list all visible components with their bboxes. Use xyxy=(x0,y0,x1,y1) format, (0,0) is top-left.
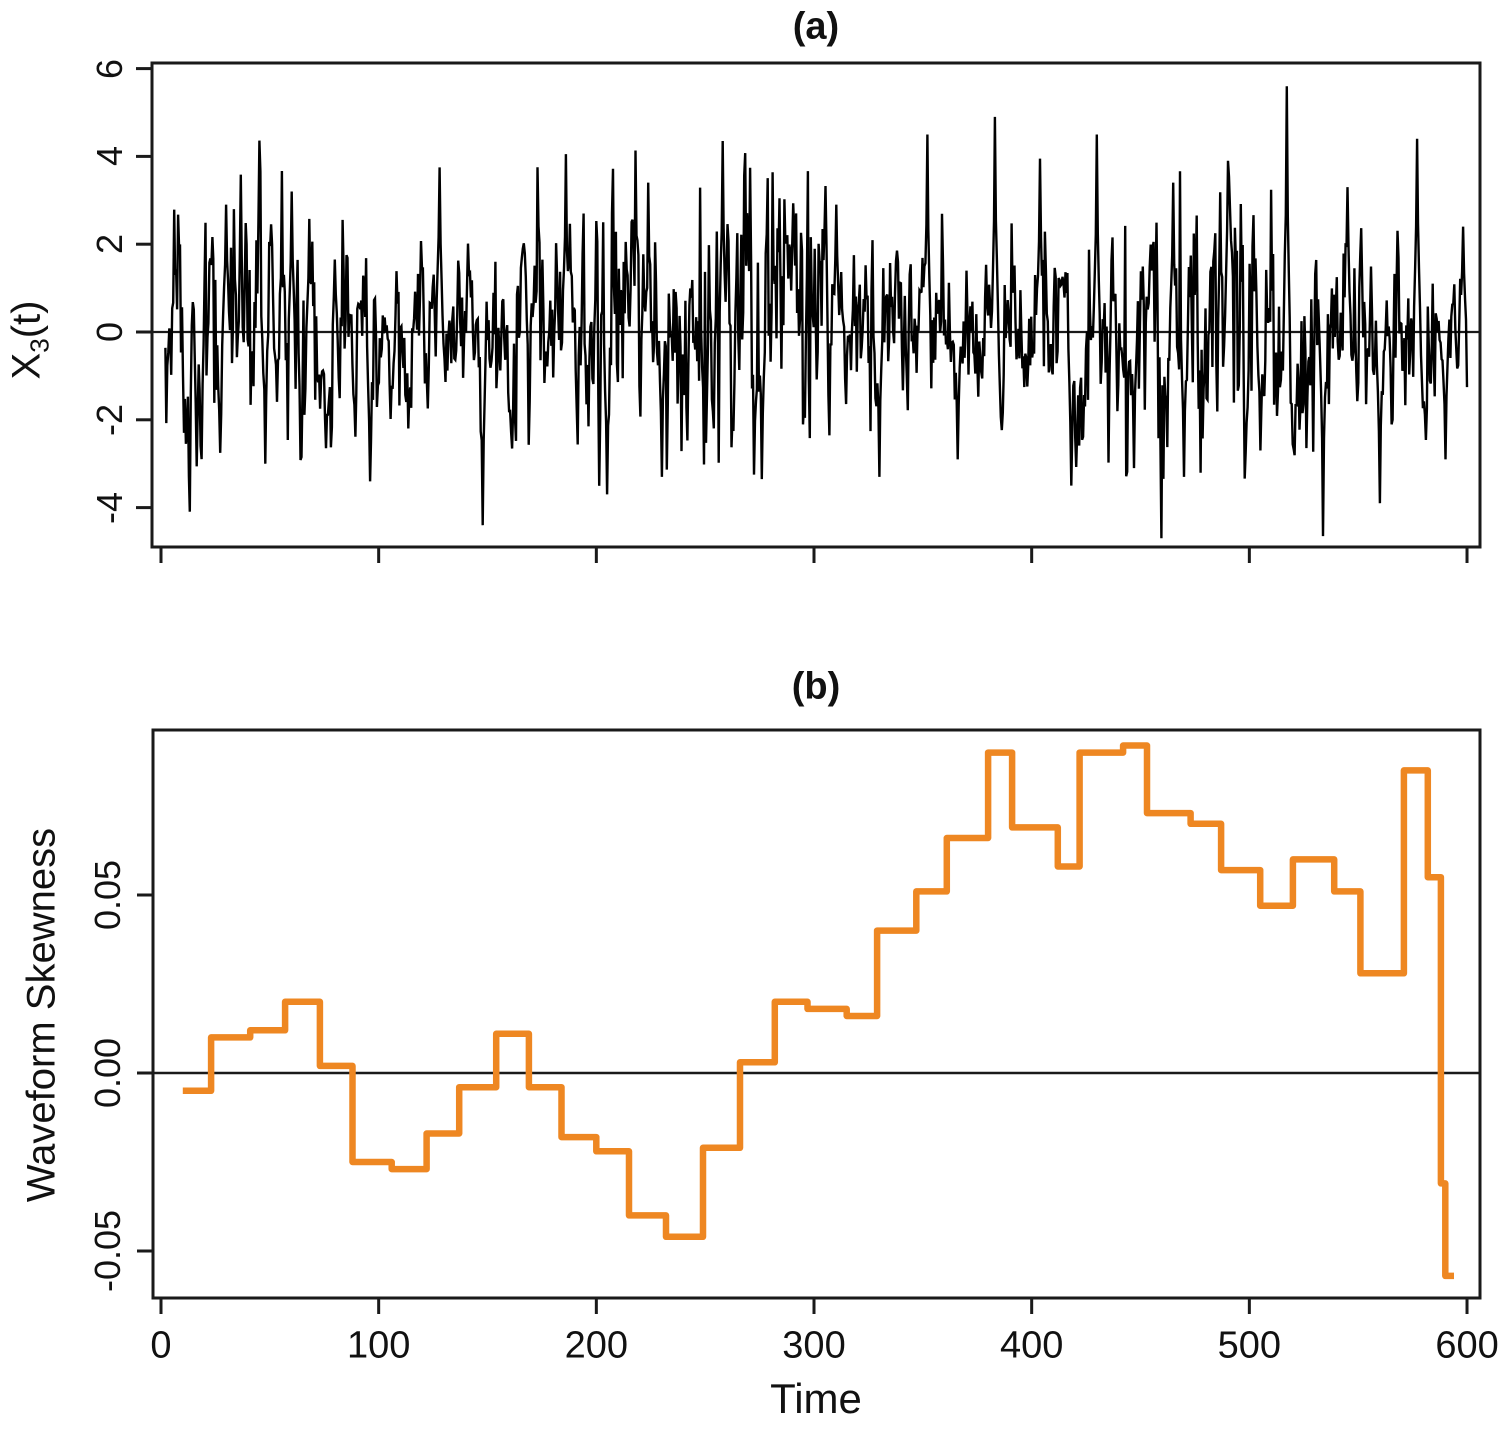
x-tick-label: 600 xyxy=(1435,1324,1499,1367)
x-tick-label: 100 xyxy=(346,1324,411,1367)
panel-a-ytick-label: -2 xyxy=(89,403,130,436)
panel-b-ytick-label: 0.05 xyxy=(87,859,128,931)
panel-b-ytick-label: 0.00 xyxy=(87,1037,128,1109)
panel-b-step-series xyxy=(182,742,1454,1280)
x-tick-label: 500 xyxy=(1217,1324,1282,1367)
panel-a-ytick-label: 4 xyxy=(89,146,130,167)
panel-a-ytick-label: 6 xyxy=(89,58,130,79)
x-tick-label: 300 xyxy=(782,1324,846,1367)
panel-b-ytick-label: -0.05 xyxy=(87,1209,128,1293)
panel-a-ytick-label: -4 xyxy=(89,491,130,524)
panel-b-y-axis-label: Waveform Skewness xyxy=(19,827,64,1203)
panel-b-title: (b) xyxy=(791,665,841,708)
panel-a-border xyxy=(150,61,1482,549)
panel-a-ytick-label: 2 xyxy=(89,234,130,255)
panel-a-ytick-label: 0 xyxy=(89,321,130,343)
x-tick-label: 400 xyxy=(999,1324,1064,1367)
panel-a-y-axis-label: X3(t) xyxy=(4,300,55,380)
x-tick-label: 200 xyxy=(564,1324,629,1367)
x-tick-label: 0 xyxy=(150,1324,172,1367)
x-axis-label: Time xyxy=(770,1375,862,1422)
panel-a-noise-series xyxy=(164,86,1469,539)
panel-a-title: (a) xyxy=(792,5,840,48)
panel-b-border xyxy=(151,728,1482,1300)
